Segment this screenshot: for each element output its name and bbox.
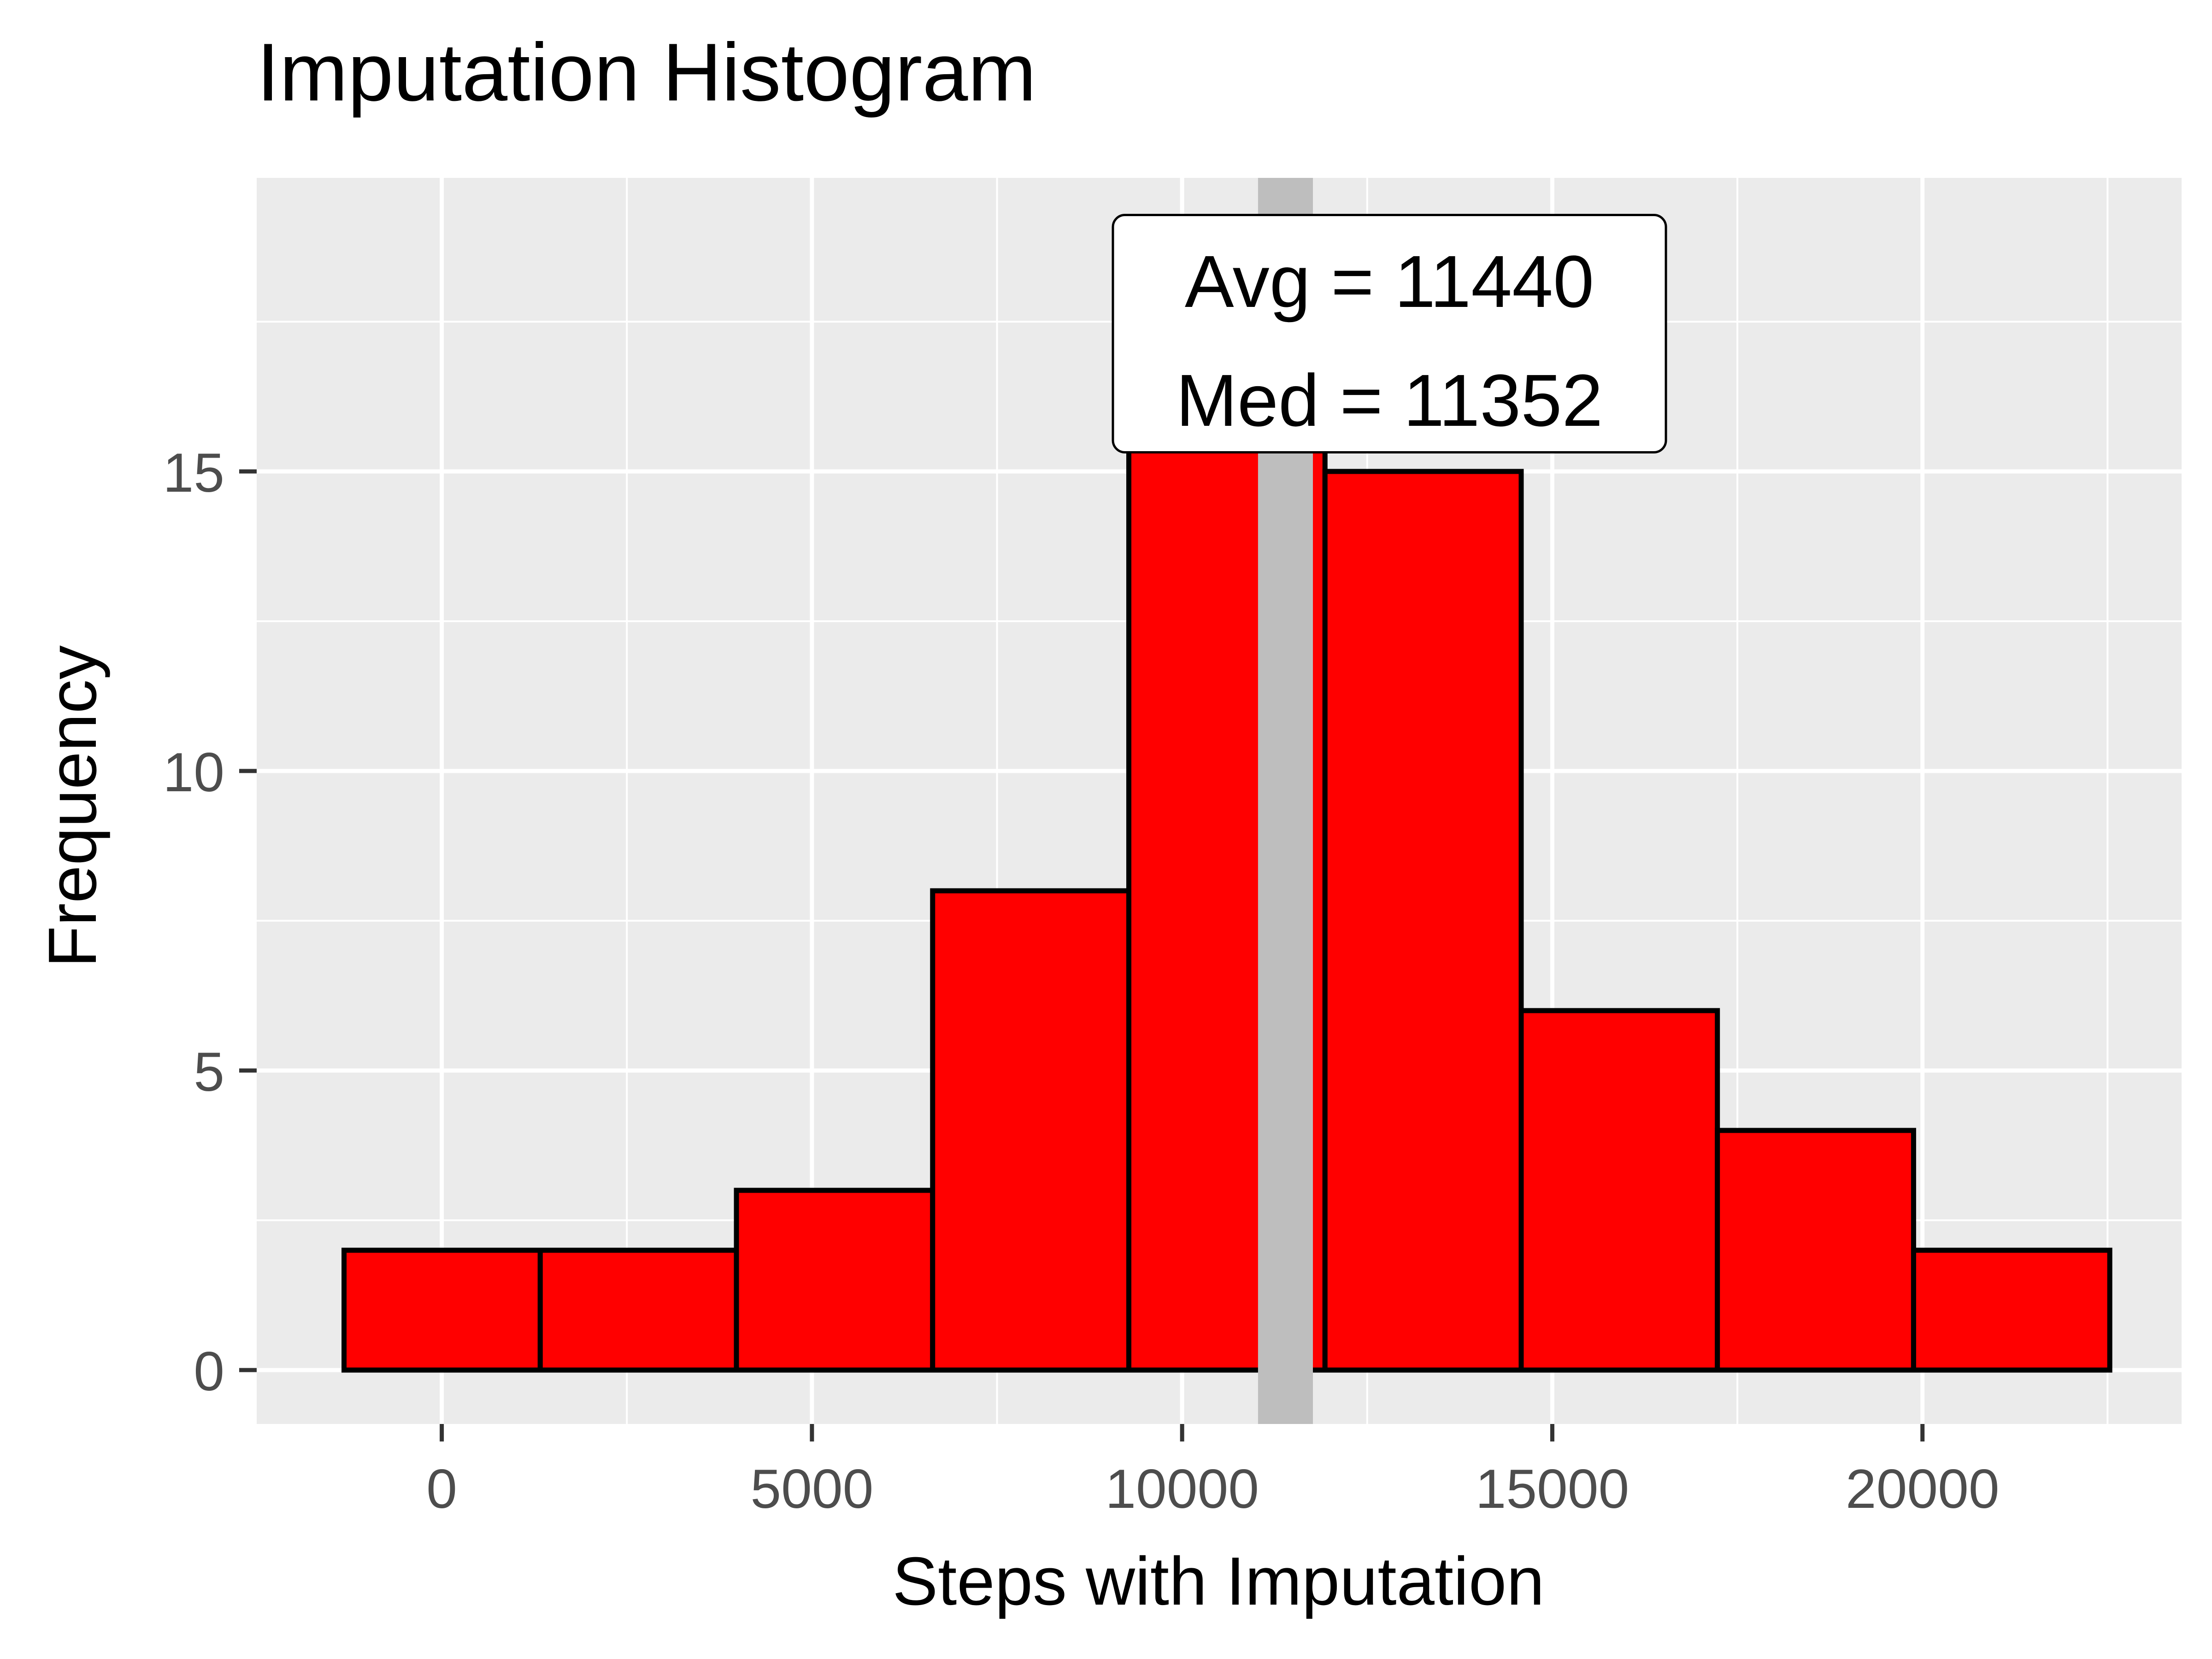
y-axis-title: Frequency bbox=[35, 645, 111, 967]
x-tick-label: 0 bbox=[426, 1458, 457, 1520]
average-label: Avg = 11440 bbox=[1185, 240, 1594, 323]
histogram-bar bbox=[1518, 1008, 1720, 1373]
histogram-bars bbox=[341, 229, 2112, 1373]
y-tick-label: 0 bbox=[194, 1341, 224, 1402]
histogram-bar bbox=[537, 1247, 739, 1373]
x-axis-title: Steps with Imputation bbox=[893, 1543, 1545, 1619]
y-tick-label: 5 bbox=[194, 1041, 224, 1103]
y-tick-label: 15 bbox=[163, 442, 224, 504]
axes: 0 5000 10000 15000 20000 0 5 10 15 bbox=[163, 442, 2000, 1520]
chart-title: Imputation Histogram bbox=[257, 26, 1036, 118]
y-tick-label: 10 bbox=[163, 741, 224, 803]
histogram-bar bbox=[1322, 469, 1524, 1373]
histogram-bar bbox=[930, 888, 1132, 1373]
x-tick-label: 5000 bbox=[750, 1458, 873, 1520]
x-tick-label: 15000 bbox=[1476, 1458, 1630, 1520]
histogram-bar bbox=[1911, 1247, 2112, 1373]
histogram-bar bbox=[1715, 1128, 1916, 1373]
histogram-bar bbox=[734, 1188, 935, 1373]
histogram-bar bbox=[341, 1247, 543, 1373]
median-label: Med = 11352 bbox=[1176, 359, 1603, 441]
stats-annotation: Avg = 11440 Med = 11352 bbox=[1112, 214, 1667, 453]
x-tick-label: 10000 bbox=[1105, 1458, 1259, 1520]
x-tick-label: 20000 bbox=[1846, 1458, 2000, 1520]
stats-label-box bbox=[1112, 214, 1667, 453]
